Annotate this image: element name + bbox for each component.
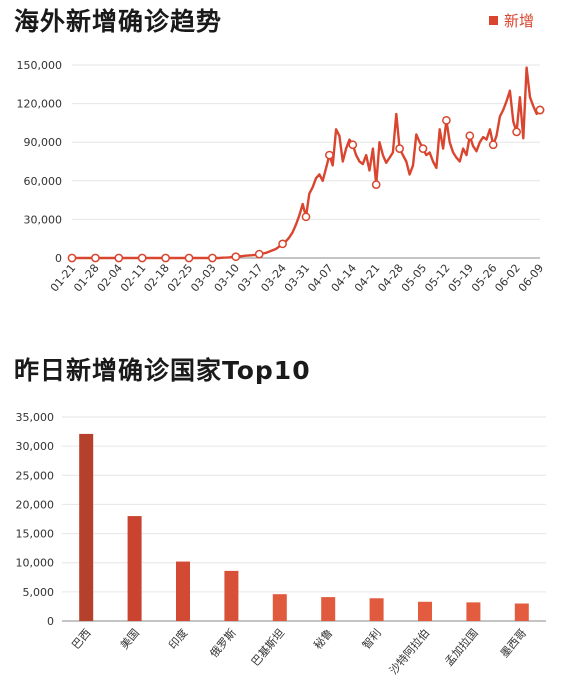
data-point-marker bbox=[67, 253, 77, 263]
y-tick-label: 35,000 bbox=[16, 411, 55, 424]
top10-chart-title: 昨日新增确诊国家Top10 bbox=[14, 356, 311, 385]
y-tick-label: 30,000 bbox=[24, 213, 63, 226]
trend-line-chart: 030,00060,00090,000120,000150,00001-2101… bbox=[17, 59, 547, 294]
data-point-marker bbox=[137, 253, 147, 263]
bar-5 bbox=[321, 597, 336, 621]
data-point-marker bbox=[231, 252, 241, 262]
trend-legend[interactable]: 新增 bbox=[488, 10, 534, 31]
data-point-marker bbox=[325, 150, 334, 160]
y-tick-label: 0 bbox=[55, 252, 62, 265]
y-tick-label: 0 bbox=[47, 615, 54, 628]
y-tick-label: 150,000 bbox=[17, 59, 63, 72]
bar-1 bbox=[127, 516, 142, 621]
data-point-marker bbox=[301, 212, 311, 222]
data-point-marker bbox=[278, 239, 287, 249]
y-tick-label: 30,000 bbox=[16, 440, 55, 453]
x-tick-label: 墨西哥 bbox=[498, 627, 529, 661]
y-tick-label: 120,000 bbox=[17, 98, 63, 111]
x-tick-label: 俄罗斯 bbox=[208, 627, 239, 661]
bar-2 bbox=[176, 561, 190, 621]
x-tick-label: 巴西 bbox=[69, 627, 93, 652]
data-point-marker bbox=[395, 144, 404, 153]
data-point-marker bbox=[488, 140, 498, 150]
x-tick-label: 智利 bbox=[359, 626, 384, 652]
bar-4 bbox=[272, 594, 287, 621]
y-tick-label: 60,000 bbox=[24, 175, 63, 188]
data-point-marker bbox=[184, 253, 194, 263]
legend-label: 新增 bbox=[503, 12, 534, 30]
bar-6 bbox=[369, 598, 384, 621]
x-tick-label: 美国 bbox=[118, 627, 142, 652]
y-tick-label: 90,000 bbox=[24, 136, 63, 149]
y-tick-label: 15,000 bbox=[16, 528, 55, 541]
x-tick-label: 巴基斯坦 bbox=[248, 626, 287, 669]
data-point-marker bbox=[512, 127, 521, 137]
bar-8 bbox=[466, 602, 481, 621]
data-point-marker bbox=[91, 253, 100, 263]
data-point-marker bbox=[161, 253, 170, 263]
bar-0 bbox=[79, 433, 94, 621]
x-tick-label: 秘鲁 bbox=[311, 626, 336, 652]
y-tick-label: 10,000 bbox=[16, 557, 55, 570]
bar-9 bbox=[514, 603, 529, 621]
bar-3 bbox=[224, 570, 239, 621]
x-tick-label: 沙特阿拉伯 bbox=[386, 626, 432, 677]
data-point-marker bbox=[348, 140, 358, 150]
data-point-marker bbox=[418, 144, 428, 153]
data-point-marker bbox=[254, 249, 264, 259]
x-tick-label: 孟加拉国 bbox=[442, 626, 481, 669]
y-tick-label: 20,000 bbox=[16, 498, 55, 511]
legend-swatch-icon bbox=[488, 16, 498, 25]
y-tick-label: 25,000 bbox=[16, 469, 55, 482]
y-tick-label: 5,000 bbox=[23, 586, 55, 599]
data-point-marker bbox=[114, 253, 124, 263]
data-point-marker bbox=[535, 105, 545, 115]
x-tick-label: 印度 bbox=[165, 626, 190, 652]
data-point-marker bbox=[371, 180, 381, 190]
data-point-marker bbox=[208, 253, 217, 263]
bar-7 bbox=[418, 601, 432, 621]
data-point-marker bbox=[442, 115, 451, 125]
data-point-marker bbox=[465, 131, 475, 141]
trend-chart-title: 海外新增确诊趋势 bbox=[14, 7, 223, 36]
